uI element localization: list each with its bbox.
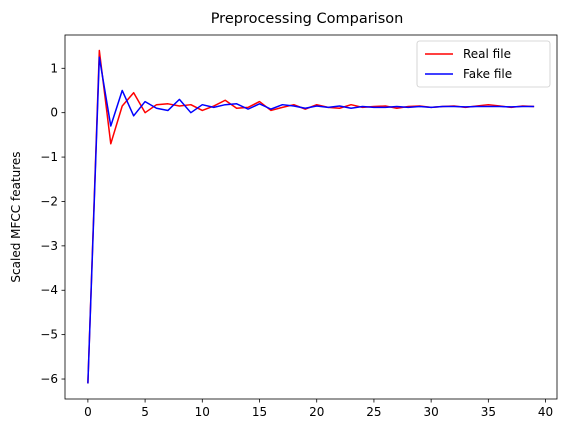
legend-box [416, 40, 551, 88]
legend: Real file Fake file [416, 40, 551, 88]
series-line-fake-file [87, 56, 535, 384]
chart-title: Preprocessing Comparison [211, 11, 404, 27]
legend-label: Real file [463, 47, 511, 61]
x-tick-label: 5 [141, 405, 149, 419]
y-tick-label: −5 [40, 328, 58, 342]
y-tick-label: 0 [50, 106, 58, 120]
x-tick-label: 15 [252, 405, 267, 419]
y-tick-label: −3 [40, 239, 58, 253]
series-line-real-file [87, 49, 535, 384]
plot-frame [64, 34, 558, 400]
x-tick-label: 35 [481, 405, 496, 419]
series-layer [87, 49, 535, 384]
x-tick-label: 25 [366, 405, 381, 419]
x-tick-label: 0 [84, 405, 92, 419]
x-tick-label: 30 [423, 405, 438, 419]
x-tick-label: 40 [538, 405, 553, 419]
y-tick-label: −1 [40, 150, 58, 164]
y-tick-label: 1 [50, 61, 58, 75]
y-tick-label: −4 [40, 283, 58, 297]
y-tick-label: −6 [40, 372, 58, 386]
x-tick-label: 10 [195, 405, 210, 419]
y-tick-label: −2 [40, 194, 58, 208]
legend-label: Fake file [463, 67, 512, 81]
y-axis-label: Scaled MFCC features [9, 151, 23, 282]
ticks-layer: 0 5 10 15 20 25 30 35 40 −6 −5 −4 −3 −2 −1 0 1 [40, 61, 553, 419]
x-tick-label: 20 [309, 405, 324, 419]
